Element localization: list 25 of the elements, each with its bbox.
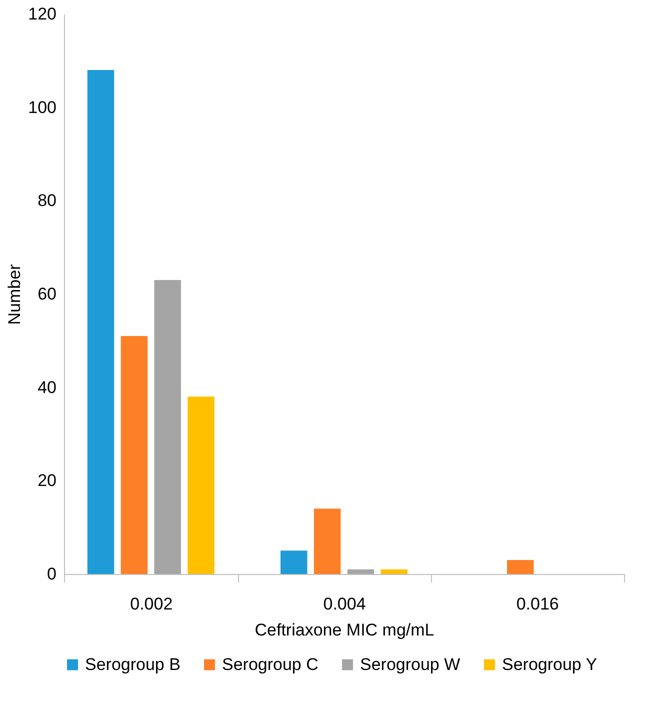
bar: [154, 280, 181, 574]
y-tick-label: 120: [28, 4, 56, 24]
legend-label: Serogroup W: [360, 654, 460, 674]
bar: [380, 569, 408, 574]
y-tick-label: 40: [38, 378, 56, 397]
y-tick-label: 20: [38, 471, 56, 490]
x-tick-label: 0.002: [130, 594, 173, 614]
legend-label: Serogroup B: [85, 654, 180, 674]
y-tick-label: 80: [38, 191, 56, 210]
bar: [120, 336, 148, 574]
bar: [347, 569, 374, 574]
y-tick-label: 100: [28, 98, 56, 117]
bar: [280, 550, 308, 574]
bar: [188, 396, 214, 574]
y-tick-label: 0: [47, 564, 56, 584]
bar: [87, 70, 114, 574]
bar: [507, 560, 534, 574]
y-tick-label: 60: [38, 284, 56, 304]
y-axis-title: Number: [5, 264, 24, 325]
x-tick-label: 0.016: [516, 594, 559, 614]
legend-label: Serogroup C: [222, 654, 318, 674]
legend-label: Serogroup Y: [502, 654, 598, 674]
bar: [314, 508, 341, 574]
x-tick-label: 0.004: [323, 594, 366, 614]
x-axis-title: Ceftriaxone MIC mg/mL: [254, 620, 434, 640]
